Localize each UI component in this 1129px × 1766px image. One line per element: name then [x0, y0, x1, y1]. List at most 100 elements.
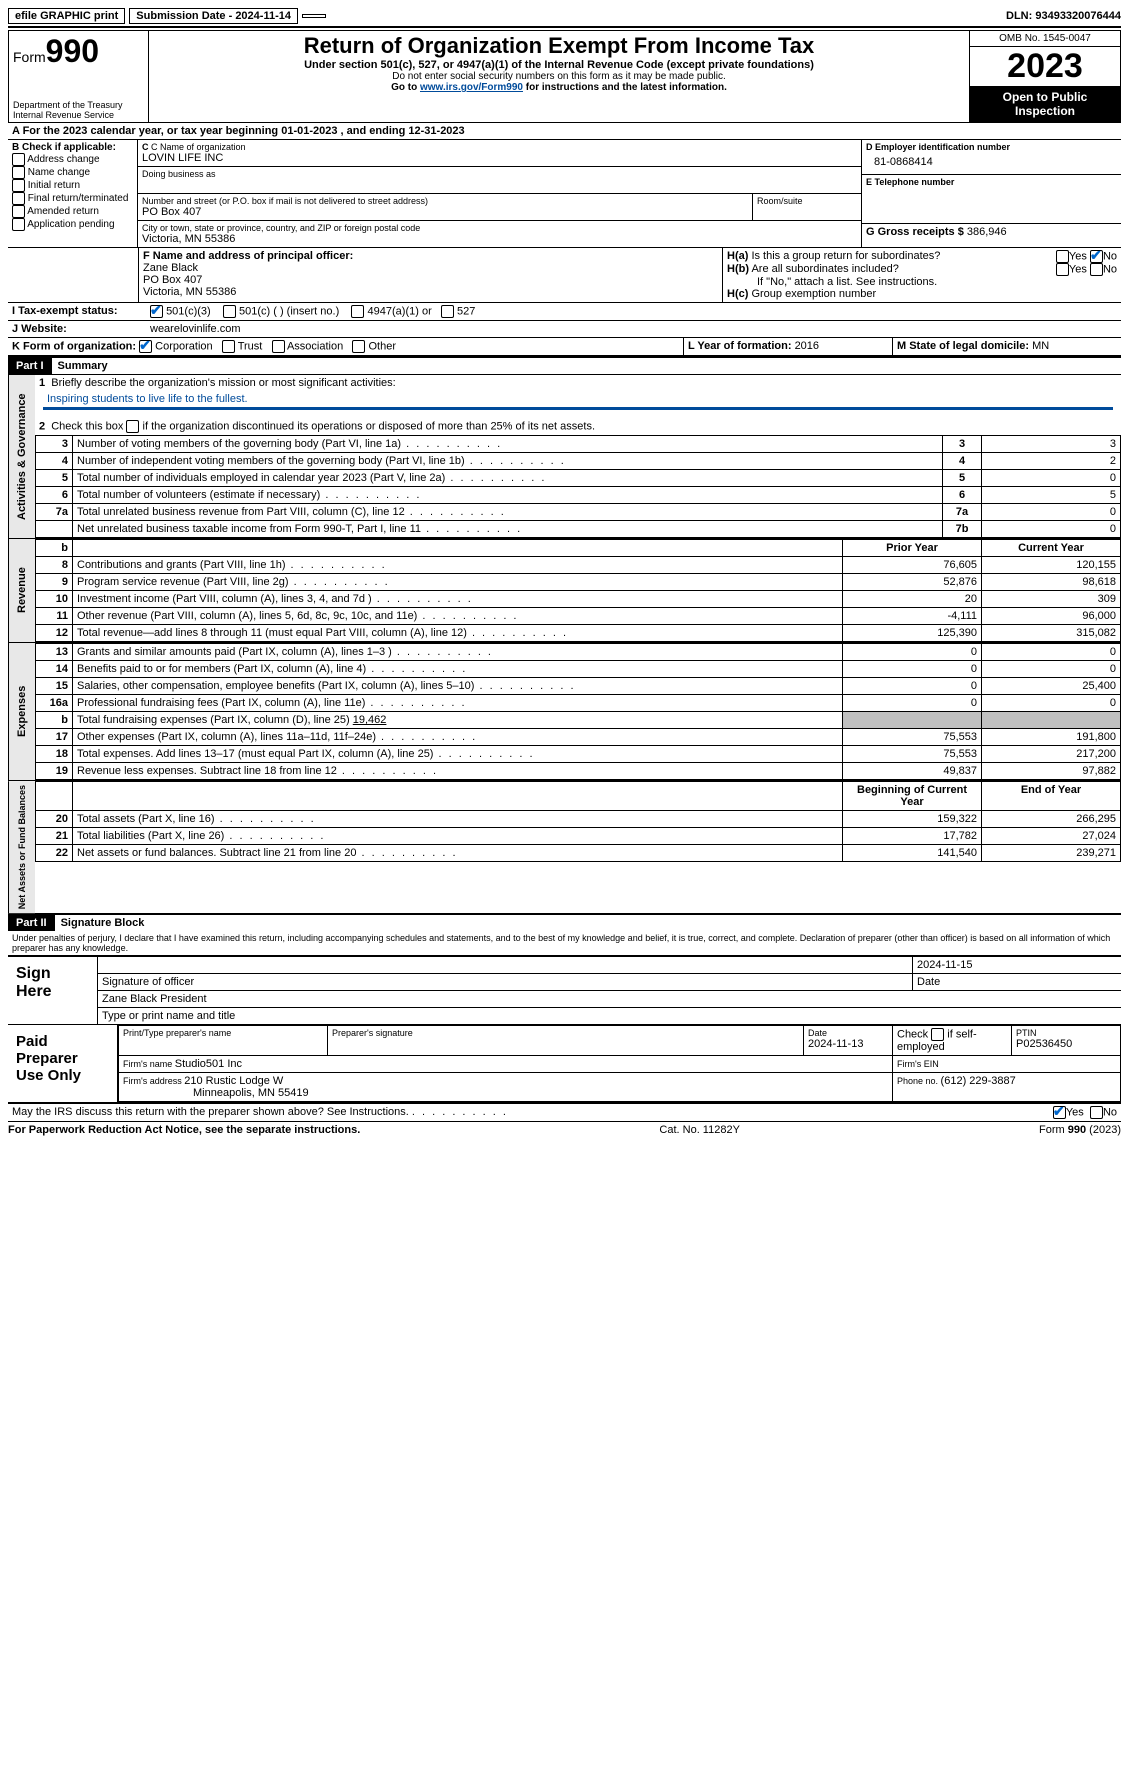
check-discuss-yes[interactable]	[1053, 1106, 1066, 1119]
check-501c3[interactable]	[150, 305, 163, 318]
check-4947[interactable]	[351, 305, 364, 318]
current-value: 266,295	[982, 811, 1121, 828]
line-desc: Investment income (Part VIII, column (A)…	[73, 591, 843, 608]
check-other[interactable]	[352, 340, 365, 353]
form-title: Return of Organization Exempt From Incom…	[153, 33, 965, 59]
tax-exempt-label: I Tax-exempt status:	[8, 303, 146, 320]
label-no: No	[1103, 250, 1117, 262]
line-num: 3	[36, 436, 73, 453]
gross-receipts-label: G Gross receipts $	[866, 226, 967, 238]
check-discontinued[interactable]	[126, 420, 139, 433]
line-desc: Net unrelated business taxable income fr…	[73, 521, 943, 538]
label-527: 527	[457, 305, 475, 317]
col-header: Beginning of Current Year	[843, 782, 982, 811]
part-1-badge: Part I	[8, 358, 52, 374]
form-header: Form990 Department of the Treasury Inter…	[8, 30, 1121, 123]
line-a-prefix: A For the 2023 calendar year, or tax yea…	[12, 125, 281, 137]
line-num: 8	[36, 557, 73, 574]
dba-label: Doing business as	[142, 169, 857, 179]
check-self-employed[interactable]	[931, 1028, 944, 1041]
current-value: 96,000	[982, 608, 1121, 625]
row-i: I Tax-exempt status: 501(c)(3) 501(c) ( …	[8, 303, 1121, 321]
col-b-header: B Check if applicable:	[12, 142, 133, 153]
goto-prefix: Go to	[391, 82, 420, 93]
check-ha-yes[interactable]	[1056, 250, 1069, 263]
sig-date-label: Date	[913, 974, 1122, 991]
check-discuss-no[interactable]	[1090, 1106, 1103, 1119]
current-value: 27,024	[982, 828, 1121, 845]
discuss-no: No	[1103, 1107, 1117, 1119]
discuss-yes: Yes	[1066, 1107, 1084, 1119]
check-ha-no[interactable]	[1090, 250, 1103, 263]
top-bar: efile GRAPHIC print Submission Date - 20…	[8, 8, 1121, 28]
form-number: 990	[46, 33, 99, 69]
prior-value: 159,322	[843, 811, 982, 828]
label-501c3: 501(c)(3)	[166, 305, 211, 317]
form-prefix: Form	[13, 49, 46, 65]
officer-printed-name: Zane Black President	[98, 991, 1121, 1008]
footer-right: Form 990 (2023)	[1039, 1124, 1121, 1136]
website-value: wearelovinlife.com	[146, 321, 1121, 337]
line-desc: Net assets or fund balances. Subtract li…	[73, 845, 843, 862]
col-header: Current Year	[982, 540, 1121, 557]
line-a-begin: 01-01-2023	[281, 125, 337, 137]
block-net-assets: Net Assets or Fund Balances Beginning of…	[8, 780, 1121, 914]
check-initial-return[interactable]	[12, 179, 25, 192]
check-assoc[interactable]	[272, 340, 285, 353]
line-ref: 6	[943, 487, 982, 504]
line-desc: Total number of individuals employed in …	[73, 470, 943, 487]
table-governance: 3 Number of voting members of the govern…	[35, 435, 1121, 538]
check-final-return[interactable]	[12, 192, 25, 205]
line-desc: Total number of volunteers (estimate if …	[73, 487, 943, 504]
label-yes-2: Yes	[1069, 263, 1087, 275]
line-num: 4	[36, 453, 73, 470]
submission-date: Submission Date - 2024-11-14	[129, 8, 298, 24]
check-501c[interactable]	[223, 305, 236, 318]
website-label: J Website:	[8, 321, 146, 337]
check-address-change[interactable]	[12, 153, 25, 166]
firm-ein-label: Firm's EIN	[897, 1059, 939, 1069]
subtitle-2: Do not enter social security numbers on …	[153, 71, 965, 82]
check-corp[interactable]	[139, 340, 152, 353]
omb-number: OMB No. 1545-0047	[970, 31, 1120, 47]
domicile: MN	[1032, 340, 1049, 352]
line-num: 10	[36, 591, 73, 608]
line-num: 11	[36, 608, 73, 625]
label-4947: 4947(a)(1) or	[368, 305, 432, 317]
line-ref: 4	[943, 453, 982, 470]
hb-note: If "No," attach a list. See instructions…	[727, 276, 1117, 288]
check-hb-yes[interactable]	[1056, 263, 1069, 276]
city-label: City or town, state or province, country…	[142, 223, 857, 233]
irs-link[interactable]: www.irs.gov/Form990	[420, 82, 523, 93]
check-amended[interactable]	[12, 205, 25, 218]
line-desc: Contributions and grants (Part VIII, lin…	[73, 557, 843, 574]
check-527[interactable]	[441, 305, 454, 318]
col-d: D Employer identification number 81-0868…	[861, 140, 1121, 247]
discuss-row: May the IRS discuss this return with the…	[8, 1104, 1121, 1121]
line-num: 20	[36, 811, 73, 828]
current-value: 315,082	[982, 625, 1121, 642]
col-header: Prior Year	[843, 540, 982, 557]
line-desc: Number of independent voting members of …	[73, 453, 943, 470]
label-corp: Corporation	[155, 340, 212, 352]
line-ref: 3	[943, 436, 982, 453]
prior-value: 76,605	[843, 557, 982, 574]
check-trust[interactable]	[222, 340, 235, 353]
form-id-cell: Form990 Department of the Treasury Inter…	[9, 31, 149, 122]
line-value: 0	[982, 470, 1121, 487]
line-value: 3	[982, 436, 1121, 453]
spacer-button	[302, 14, 326, 18]
line-num: 6	[36, 487, 73, 504]
check-application-pending[interactable]	[12, 218, 25, 231]
current-value: 120,155	[982, 557, 1121, 574]
check-hb-no[interactable]	[1090, 263, 1103, 276]
section-abcd: B Check if applicable: Address change Na…	[8, 140, 1121, 248]
check-name-change[interactable]	[12, 166, 25, 179]
label-initial-return: Initial return	[28, 180, 80, 191]
prior-value: 125,390	[843, 625, 982, 642]
prior-value: 52,876	[843, 574, 982, 591]
efile-badge: efile GRAPHIC print	[8, 8, 125, 24]
line-value: 5	[982, 487, 1121, 504]
label-501c: 501(c) ( ) (insert no.)	[239, 305, 339, 317]
preparer-sig-label: Preparer's signature	[332, 1028, 799, 1038]
